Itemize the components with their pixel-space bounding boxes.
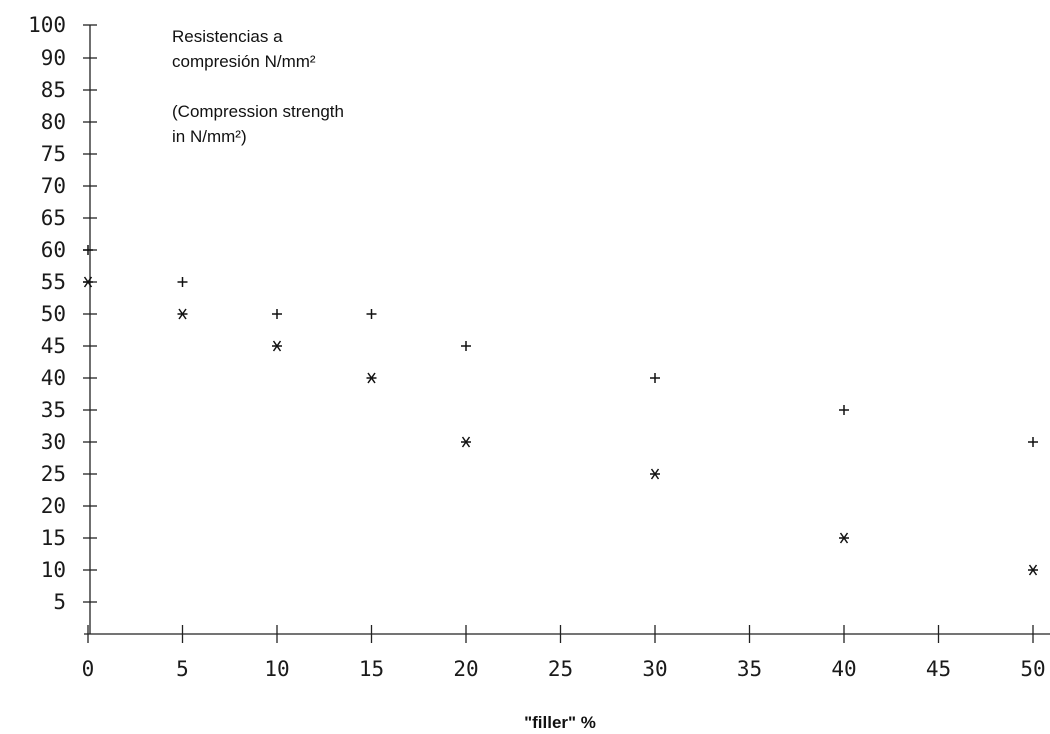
plus-point bbox=[83, 245, 93, 255]
x-tick-label: 0 bbox=[82, 657, 95, 681]
y-tick-label: 5 bbox=[53, 590, 66, 614]
chart-title-line: Resistencias a bbox=[172, 27, 283, 46]
y-tick-label: 90 bbox=[41, 46, 66, 70]
y-tick-label: 85 bbox=[41, 78, 66, 102]
x-tick-label: 50 bbox=[1020, 657, 1045, 681]
y-tick-label: 25 bbox=[41, 462, 66, 486]
asterisk-point bbox=[650, 468, 660, 480]
plus-point bbox=[177, 277, 188, 287]
asterisk-point bbox=[461, 436, 471, 448]
chart-title-line: (Compression strength bbox=[172, 102, 344, 121]
y-tick-label: 75 bbox=[41, 142, 66, 166]
x-axis-title: "filler" % bbox=[524, 713, 596, 732]
x-tick-label: 45 bbox=[926, 657, 951, 681]
x-tick-label: 35 bbox=[737, 657, 762, 681]
asterisk-point bbox=[177, 308, 188, 320]
chart-title-line: in N/mm²) bbox=[172, 127, 247, 146]
y-tick-label: 20 bbox=[41, 494, 66, 518]
y-tick-label: 65 bbox=[41, 206, 66, 230]
asterisk-point bbox=[1028, 564, 1038, 576]
plus-point bbox=[1028, 437, 1038, 447]
y-tick-label: 45 bbox=[41, 334, 66, 358]
chart-title-line: compresión N/mm² bbox=[172, 52, 316, 71]
y-tick-label: 35 bbox=[41, 398, 66, 422]
y-axis-ticks: 5 10 15 20 25 30 35 40 45 50 55 60 65 70 75 80 85 90 100 bbox=[28, 13, 97, 614]
plus-point bbox=[839, 405, 849, 415]
y-tick-label: 15 bbox=[41, 526, 66, 550]
x-tick-label: 20 bbox=[453, 657, 478, 681]
plus-point bbox=[650, 373, 660, 383]
x-tick-label: 30 bbox=[642, 657, 667, 681]
plus-point bbox=[272, 309, 282, 319]
asterisk-point bbox=[272, 340, 282, 352]
y-tick-label: 50 bbox=[41, 302, 66, 326]
y-tick-label: 40 bbox=[41, 366, 66, 390]
x-tick-label: 10 bbox=[264, 657, 289, 681]
y-tick-label: 70 bbox=[41, 174, 66, 198]
x-tick-label: 15 bbox=[359, 657, 384, 681]
asterisk-point bbox=[83, 276, 93, 288]
asterisk-point bbox=[839, 532, 849, 544]
plus-point bbox=[366, 309, 377, 319]
data-points bbox=[83, 245, 1038, 576]
x-tick-label: 25 bbox=[548, 657, 573, 681]
axes bbox=[84, 25, 1050, 635]
y-tick-label: 100 bbox=[28, 13, 66, 37]
x-tick-label: 40 bbox=[831, 657, 856, 681]
x-tick-label: 5 bbox=[176, 657, 189, 681]
y-tick-label: 30 bbox=[41, 430, 66, 454]
asterisk-point bbox=[366, 372, 377, 384]
y-tick-label: 10 bbox=[41, 558, 66, 582]
chart-title: Resistencias a compresión N/mm² (Compressi… bbox=[172, 27, 344, 146]
plus-point bbox=[461, 341, 471, 351]
x-axis-ticks: 0 5 10 15 20 25 30 35 40 45 50 bbox=[82, 625, 1046, 681]
y-tick-label: 60 bbox=[41, 238, 66, 262]
y-tick-label: 80 bbox=[41, 110, 66, 134]
y-tick-label: 55 bbox=[41, 270, 66, 294]
